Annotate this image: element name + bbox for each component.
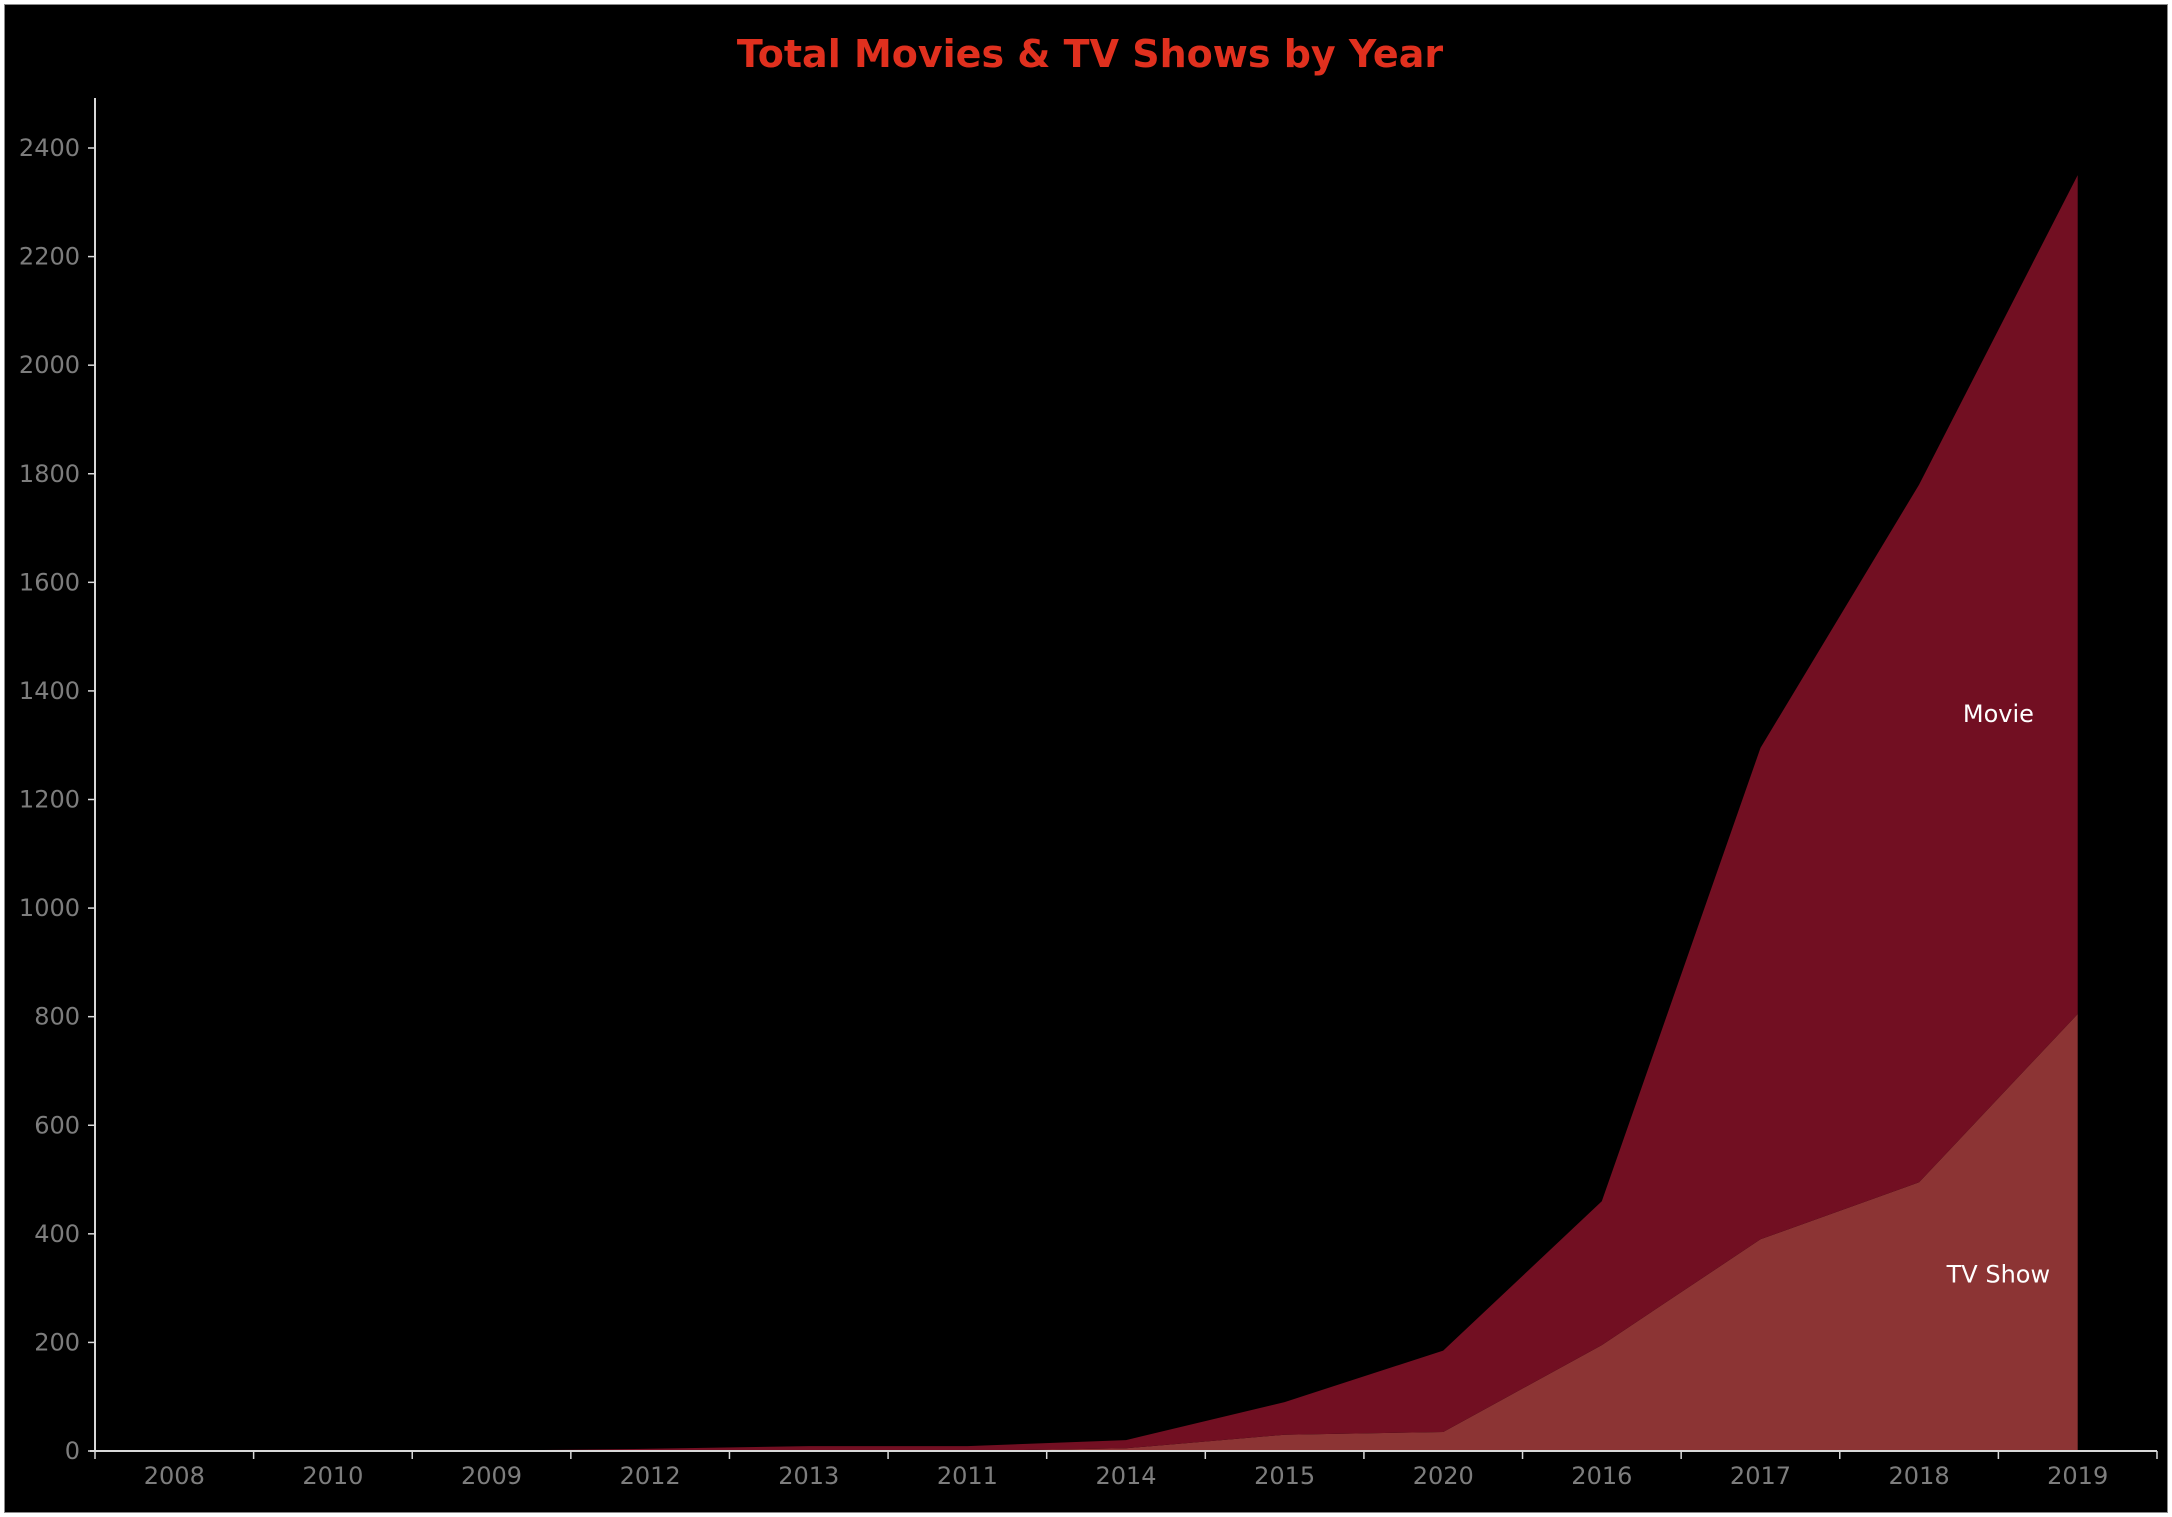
y-tick-label: 0 [65, 1437, 80, 1465]
x-tick-label: 2009 [461, 1462, 522, 1490]
x-tick-label: 2015 [1254, 1462, 1315, 1490]
series-label-tv-show: TV Show [1946, 1261, 2050, 1289]
x-tick-label: 2016 [1571, 1462, 1632, 1490]
y-tick-label: 600 [34, 1111, 80, 1139]
x-axis-ticks: 2008 2010 2009 2012 2013 2011 2014 2015 2020 2016… [94, 1451, 2158, 1490]
x-tick-label: 2011 [937, 1462, 998, 1490]
y-tick-label: 1400 [19, 677, 80, 705]
x-tick-label: 2019 [2047, 1462, 2108, 1490]
y-tick-label: 1600 [19, 568, 80, 596]
y-tick-label: 1000 [19, 894, 80, 922]
x-tick-label: 2013 [778, 1462, 839, 1490]
y-tick-label: 2200 [19, 243, 80, 271]
chart-title: Total Movies & TV Shows by Year [737, 32, 1443, 76]
series-label-movie: Movie [1963, 700, 2034, 728]
series-labels: TV Show Movie [1946, 700, 2050, 1289]
x-tick-label: 2014 [1095, 1462, 1156, 1490]
y-tick-label: 400 [34, 1220, 80, 1248]
y-tick-label: 1200 [19, 786, 80, 814]
x-tick-label: 2017 [1730, 1462, 1791, 1490]
y-tick-label: 800 [34, 1003, 80, 1031]
x-tick-label: 2018 [1889, 1462, 1950, 1490]
y-tick-label: 1800 [19, 460, 80, 488]
x-tick-label: 2012 [620, 1462, 681, 1490]
axes-layer [90, 98, 2157, 1452]
x-tick-label: 2020 [1413, 1462, 1474, 1490]
y-axis-ticks: 0 200 400 600 800 1000 1200 1400 1600 1800 2000 220… [19, 134, 95, 1465]
y-tick-label: 2400 [19, 134, 80, 162]
x-tick-label: 2008 [144, 1462, 205, 1490]
x-tick-label: 2010 [302, 1462, 363, 1490]
areas-layer [174, 175, 2078, 1452]
y-tick-label: 2000 [19, 351, 80, 379]
y-tick-label: 200 [34, 1328, 80, 1356]
area-tv-show [174, 1014, 2078, 1451]
